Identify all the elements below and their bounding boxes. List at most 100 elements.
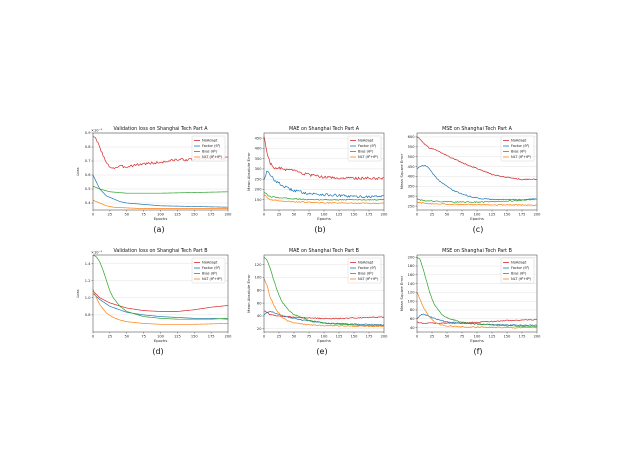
x-tick-label: 175 [208,213,215,217]
y-tick-label: 0.4 [85,201,91,205]
x-tick-label: 50 [445,335,450,339]
x-tick-label: 150 [504,213,512,217]
legend-label: NLT (θf+θb) [358,154,379,160]
legend-label: Bias (θb) [511,270,527,276]
legend-label: Factor (θf) [358,143,377,149]
series-line-factor [92,293,228,320]
x-tick-label: 125 [336,335,343,339]
series-line-nlt [263,194,384,205]
x-tick-label: 125 [174,335,181,339]
x-tick-label: 150 [191,213,199,217]
y-tick-label: 40 [257,314,262,318]
y-tick-label: 1.2 [85,279,91,283]
x-tick-label: 150 [351,335,359,339]
y-tick-label: 40 [410,326,415,330]
y-axis-label: Loss [75,167,80,175]
legend-box [191,257,226,284]
x-tick-label: 125 [174,213,181,217]
y-tick-label: 400 [255,147,263,151]
chart-panel-5: 0 25 50 75 100 125 150 175 200 20 40 60 80 100 120 MAE … [246,248,388,356]
legend-box [500,257,535,284]
series-line-noadapt [416,318,537,325]
panel-label: (e) [316,347,327,356]
y-tick-label: 0.8 [85,145,91,149]
legend-label: NoAdapt [358,261,374,265]
x-axis-label: Epochs [317,338,331,343]
legend-box [347,135,382,162]
legend-box [500,135,535,162]
series-line-bias [92,254,228,320]
x-axis-label: Epochs [317,216,331,221]
x-tick-label: 50 [445,213,450,217]
x-tick-label: 175 [366,335,373,339]
y-tick-label: 550 [408,145,416,149]
x-tick-label: 100 [321,335,329,339]
x-tick-label: 0 [416,335,419,339]
y-tick-label: 300 [255,167,263,171]
legend-label: Bias (θb) [358,148,374,154]
x-axis-label: Epochs [470,338,484,343]
chart-title: MAE on Shanghai Tech Part A [289,126,360,132]
y-tick-label: 500 [408,155,416,159]
chart-panel-3: 0 25 50 75 100 125 150 175 200 250 300 350 400 450 500… [399,126,541,234]
y-tick-label: 1.4 [85,262,91,266]
x-axis-label: Epochs [154,216,168,221]
panel-label: (d) [152,347,163,356]
x-tick-label: 175 [208,335,215,339]
y-axis-label: Mean Square Error [399,275,404,311]
series-line-nlt [416,201,537,206]
y-tick-label: 100 [255,276,263,280]
x-tick-label: 75 [141,335,146,339]
series-line-factor [263,170,384,199]
legend-label: NoAdapt [511,261,527,265]
panel-label: (a) [153,225,164,234]
y-tick-label: 0.8 [85,313,91,317]
y-tick-label: 200 [255,188,263,192]
legend-label: Bias (θb) [202,148,218,154]
x-tick-label: 25 [430,335,435,339]
y-tick-label: 0.6 [85,173,91,177]
x-tick-label: 50 [124,335,129,339]
x-tick-label: 200 [381,213,389,217]
y-tick-label: 400 [408,175,416,179]
x-tick-label: 150 [351,213,359,217]
y-tick-label: 80 [410,308,415,312]
y-tick-label: 160 [408,273,416,277]
y-tick-label: 60 [257,301,262,305]
x-tick-label: 0 [263,335,266,339]
x-tick-label: 50 [292,213,297,217]
series-line-nlt [416,292,537,329]
y-tick-label: 450 [255,136,263,140]
y-axis-label: Mean Absolute Error [246,152,251,191]
series-line-factor [416,165,537,201]
legend-label: Factor (θf) [202,265,221,271]
legend-label: NoAdapt [202,139,218,143]
x-tick-label: 50 [124,213,129,217]
y-axis-label: Mean Absolute Error [246,274,251,313]
series-line-bias [416,198,537,203]
y-tick-label: 350 [255,157,263,161]
y-tick-label: 100 [408,299,416,303]
chart-title: Validation loss on Shanghai Tech Part B [113,248,207,254]
chart-title: MSE on Shanghai Tech Part B [442,248,512,254]
chart-panel-6: 0 25 50 75 100 125 150 175 200 40 60 80 100 120 140 160… [399,248,541,356]
legend-label: NoAdapt [202,261,218,265]
y-tick-label: 600 [408,135,416,139]
series-line-noadapt [92,290,228,312]
y-tick-label: 20 [257,327,262,331]
legend-label: Factor (θf) [511,265,530,271]
panel-label: (f) [473,347,482,356]
x-tick-label: 75 [460,213,465,217]
legend-label: NoAdapt [511,139,527,143]
x-tick-label: 150 [191,335,199,339]
y-tick-label: 150 [255,198,263,202]
y-axis-label: Loss [75,289,80,297]
x-tick-label: 100 [157,335,165,339]
y-tick-label: 250 [408,204,416,208]
x-tick-label: 25 [430,213,435,217]
chart-title: MSE on Shanghai Tech Part A [442,126,512,132]
x-tick-label: 75 [460,335,465,339]
legend-label: NLT (θf+θb) [358,276,379,282]
x-tick-label: 25 [108,213,113,217]
y-tick-label: 120 [408,291,416,295]
